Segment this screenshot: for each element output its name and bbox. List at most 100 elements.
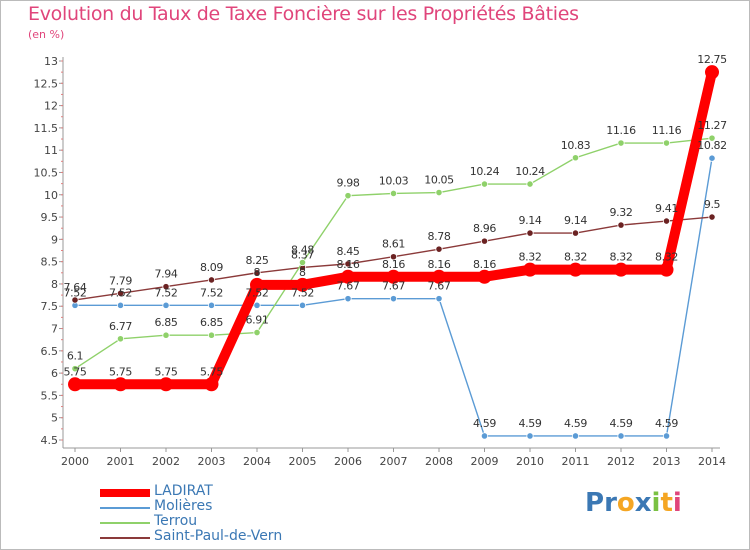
data-point xyxy=(477,269,492,284)
data-point xyxy=(571,432,580,440)
legend-swatch-ladirat xyxy=(100,489,150,497)
data-label: 8.16 xyxy=(337,258,360,271)
data-point xyxy=(71,296,79,304)
x-tick-label: 2000 xyxy=(61,455,89,468)
data-label: 10.24 xyxy=(515,165,545,178)
data-point xyxy=(341,269,355,284)
logo-letter: t xyxy=(660,488,673,518)
data-label: 8.25 xyxy=(246,254,269,267)
data-point xyxy=(116,301,125,309)
x-tick-label: 2008 xyxy=(425,455,453,468)
data-label: 11.16 xyxy=(606,124,636,137)
data-label: 8.61 xyxy=(382,238,405,251)
y-tick-label: 12.5 xyxy=(34,77,59,90)
legend-label-ladirat: LADIRAT xyxy=(154,483,213,499)
data-label: 7.52 xyxy=(200,286,223,299)
data-point xyxy=(435,245,443,253)
data-point xyxy=(204,377,219,392)
data-point xyxy=(207,301,216,309)
data-label: 9.41 xyxy=(655,202,678,215)
logo-letter: i xyxy=(651,488,661,518)
data-point xyxy=(162,331,170,339)
y-tick-label: 6.5 xyxy=(41,345,59,358)
data-point xyxy=(207,276,216,284)
series-line-ladirat xyxy=(70,67,717,390)
data-point xyxy=(708,134,716,142)
data-point xyxy=(526,432,534,440)
data-point xyxy=(389,295,398,303)
data-point xyxy=(526,229,534,237)
data-label: 7.64 xyxy=(64,281,87,294)
data-label: 4.59 xyxy=(655,417,678,430)
data-label: 5.75 xyxy=(155,365,178,378)
data-label: 5.75 xyxy=(109,365,132,378)
data-point xyxy=(253,328,261,337)
data-point xyxy=(116,289,125,297)
x-tick-label: 2005 xyxy=(289,455,317,468)
legend-item-saint-paul-de-vern[interactable]: Saint-Paul-de-Vern xyxy=(100,528,320,545)
data-label: 9.32 xyxy=(610,206,633,219)
data-point xyxy=(662,217,671,225)
data-label: 7.67 xyxy=(428,280,451,293)
y-tick-label: 13 xyxy=(44,55,58,68)
x-tick-label: 2006 xyxy=(334,455,362,468)
data-label: 10.24 xyxy=(470,165,500,178)
data-point xyxy=(617,139,625,147)
data-label: 4.59 xyxy=(564,417,587,430)
data-point xyxy=(113,377,128,392)
data-label: 7.52 xyxy=(109,286,132,299)
data-label: 8.32 xyxy=(655,251,678,264)
legend-item-ladirat[interactable]: LADIRAT xyxy=(100,483,320,500)
y-tick-label: 8 xyxy=(51,278,58,291)
data-point xyxy=(480,237,489,245)
legend-item-terrou[interactable]: Terrou xyxy=(100,513,320,530)
y-tick-label: 9.5 xyxy=(41,211,59,224)
x-tick-label: 2009 xyxy=(471,455,499,468)
data-label: 8.48 xyxy=(291,244,314,257)
data-point xyxy=(523,262,537,277)
legend-item-molieres[interactable]: Molières xyxy=(100,498,320,515)
legend-swatch-molieres xyxy=(100,507,150,509)
legend-label-molieres: Molières xyxy=(154,498,213,514)
data-point xyxy=(298,301,307,309)
data-label: 7.52 xyxy=(291,286,314,299)
data-point xyxy=(162,301,170,309)
data-point xyxy=(344,295,352,303)
data-point xyxy=(253,301,261,309)
data-point xyxy=(207,331,216,339)
legend: LADIRAT Molières Terrou Saint-Paul-de-Ve… xyxy=(100,483,320,545)
data-point xyxy=(571,229,580,237)
x-tick-label: 2010 xyxy=(516,455,544,468)
logo-letter: i xyxy=(672,488,682,518)
data-label: 8 xyxy=(254,266,261,279)
data-point xyxy=(662,432,671,440)
data-point xyxy=(68,377,82,392)
chart-subtitle: (en %) xyxy=(28,28,65,41)
y-tick-label: 5 xyxy=(51,412,58,425)
data-label: 10.05 xyxy=(424,174,454,187)
data-label: 7.94 xyxy=(155,268,178,281)
data-label: 10.03 xyxy=(379,174,409,187)
data-point xyxy=(708,213,716,221)
data-point xyxy=(389,189,398,198)
data-point xyxy=(250,277,264,292)
y-tick-label: 11 xyxy=(44,144,58,157)
data-label: 9.14 xyxy=(519,214,542,227)
x-tick-label: 2001 xyxy=(107,455,135,468)
data-point xyxy=(162,283,170,291)
data-label: 5.75 xyxy=(64,365,87,378)
data-point xyxy=(571,154,580,162)
data-point xyxy=(705,65,719,80)
data-label: 8.09 xyxy=(200,261,223,274)
data-label: 4.59 xyxy=(473,417,496,430)
data-label: 11.16 xyxy=(652,124,682,137)
chart-title: Evolution du Taux de Taxe Foncière sur l… xyxy=(28,3,579,25)
data-point xyxy=(389,253,398,261)
x-tick-label: 2003 xyxy=(198,455,226,468)
data-label: 8.37 xyxy=(291,248,314,261)
data-label: 7.67 xyxy=(337,280,360,293)
data-label: 9.5 xyxy=(704,198,721,211)
data-label: 8.16 xyxy=(428,258,451,271)
data-point xyxy=(617,432,625,440)
